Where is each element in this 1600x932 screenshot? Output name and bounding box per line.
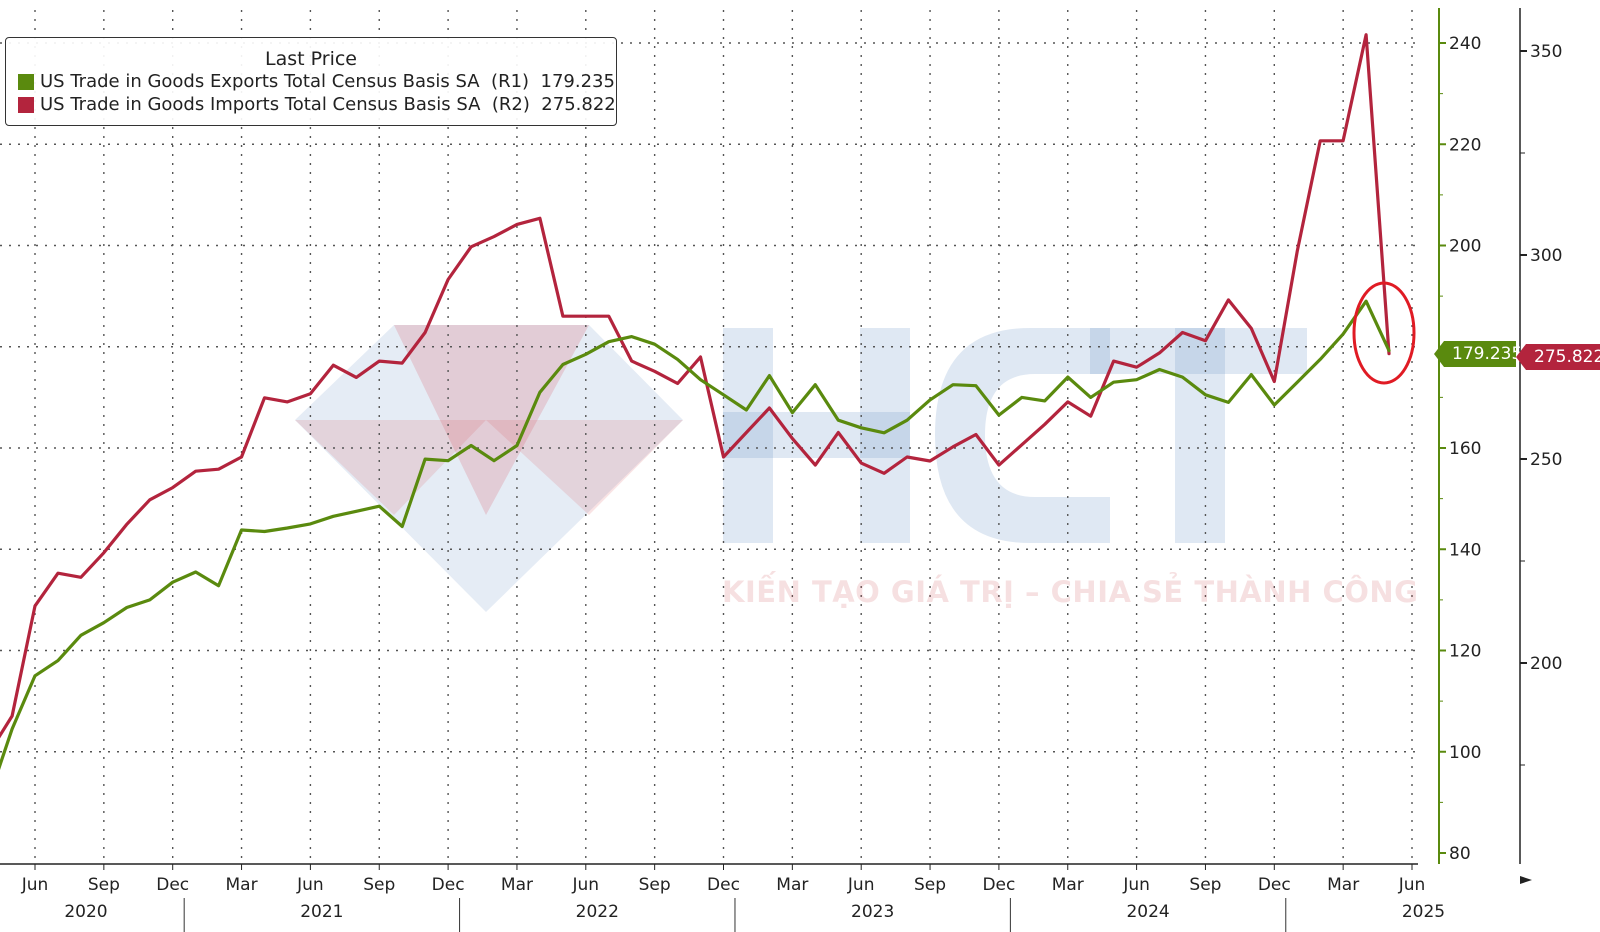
x-tick-label: Mar bbox=[1327, 875, 1359, 895]
year-label: 2024 bbox=[1126, 902, 1169, 922]
year-label: 2020 bbox=[64, 902, 107, 922]
year-label: 2023 bbox=[851, 902, 894, 922]
x-tick-label: Sep bbox=[639, 875, 671, 895]
legend-item-imports: US Trade in Goods Imports Total Census B… bbox=[6, 93, 616, 116]
x-tick-label: Sep bbox=[363, 875, 395, 895]
watermark-tagline: KIẾN TẠO GIÁ TRỊ – CHIA SẺ THÀNH CÔNG bbox=[722, 575, 1419, 609]
x-tick-label: Mar bbox=[1052, 875, 1084, 895]
exports-line bbox=[0, 299, 1391, 770]
r1-tick-label: 160 bbox=[1449, 439, 1481, 459]
series-lines bbox=[0, 33, 1391, 770]
x-tick-label: Mar bbox=[776, 875, 808, 895]
legend-label-exports: US Trade in Goods Exports Total Census B… bbox=[40, 71, 615, 92]
r1-tick-label: 220 bbox=[1449, 135, 1481, 155]
r1-tick-label: 200 bbox=[1449, 237, 1481, 257]
x-tick-label: Dec bbox=[432, 875, 465, 895]
last-value-tag-exports: 179.235 bbox=[1434, 341, 1522, 367]
x-tick-label: Sep bbox=[88, 875, 120, 895]
watermark-logo bbox=[295, 325, 1307, 612]
year-label: 2025 bbox=[1402, 902, 1445, 922]
x-tick-label: Sep bbox=[1189, 875, 1221, 895]
r2-axis-arrow bbox=[1520, 876, 1532, 884]
legend-title: Last Price bbox=[265, 48, 357, 70]
x-tick-label: Dec bbox=[156, 875, 189, 895]
r1-tick-label: 80 bbox=[1449, 844, 1471, 864]
x-tick-label: Mar bbox=[501, 875, 533, 895]
x-tick-label: Jun bbox=[296, 875, 324, 895]
legend-item-exports: US Trade in Goods Exports Total Census B… bbox=[6, 70, 616, 93]
x-tick-label: Sep bbox=[914, 875, 946, 895]
r1-tick-label: 240 bbox=[1449, 34, 1481, 54]
year-label: 2021 bbox=[300, 902, 343, 922]
x-tick-label: Mar bbox=[226, 875, 258, 895]
legend-swatch-imports bbox=[18, 96, 34, 113]
r1-tick-label: 100 bbox=[1449, 743, 1481, 763]
r2-tick-label: 350 bbox=[1530, 42, 1562, 62]
last-value-tag-imports: 275.822 bbox=[1516, 344, 1600, 370]
x-tick-label: Jun bbox=[1122, 875, 1150, 895]
r1-tick-label: 120 bbox=[1449, 642, 1481, 662]
r2-tick-label: 200 bbox=[1530, 654, 1562, 674]
r2-tick-label: 250 bbox=[1530, 450, 1562, 470]
x-tick-label: Dec bbox=[982, 875, 1015, 895]
r2-tick-label: 300 bbox=[1530, 246, 1562, 266]
r1-tick-label: 140 bbox=[1449, 540, 1481, 560]
x-tick-label: Jun bbox=[1398, 875, 1426, 895]
highlight-circle bbox=[1352, 281, 1416, 385]
x-tick-label: Dec bbox=[1258, 875, 1291, 895]
x-tick-label: Jun bbox=[21, 875, 49, 895]
x-tick-label: Dec bbox=[707, 875, 740, 895]
year-label: 2022 bbox=[576, 902, 619, 922]
legend-swatch-exports bbox=[18, 73, 34, 90]
x-tick-label: Jun bbox=[572, 875, 600, 895]
legend-label-imports: US Trade in Goods Imports Total Census B… bbox=[40, 94, 616, 115]
legend: Last Price US Trade in Goods Exports Tot… bbox=[5, 37, 617, 126]
axes: Jun Sep Dec Mar Jun Sep Dec Mar Jun Sep Dec Mar Jun S… bbox=[0, 8, 1562, 932]
x-tick-label: Jun bbox=[847, 875, 875, 895]
